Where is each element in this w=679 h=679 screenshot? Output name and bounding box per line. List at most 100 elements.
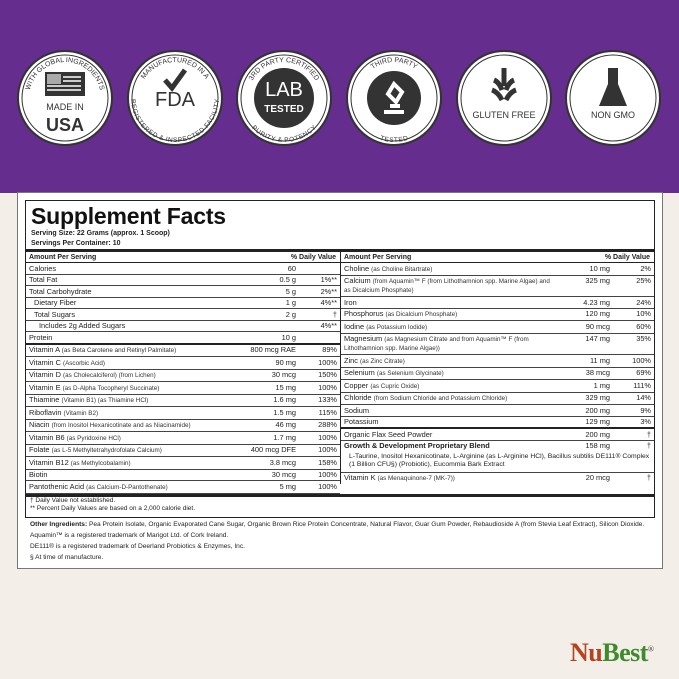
nutrient-daily-value: 24%	[636, 297, 651, 307]
nutrient-label: Protein	[29, 332, 53, 342]
nutrient-name: Includes 2g Added Sugars	[26, 322, 242, 330]
nutrient-daily-value: †	[646, 429, 651, 439]
nutrient-daily-value: 2%**	[320, 286, 337, 296]
nutrient-source: (as D-Alpha Tocopheryl Succinate)	[62, 384, 160, 392]
col-amount-header: Amount Per Serving	[344, 254, 412, 261]
nutrient-row: Growth & Development Proprietary Blend 15…	[341, 441, 654, 452]
nutrient-source: (Vitamin B2)	[63, 409, 99, 417]
nutrient-name: Total Sugars	[26, 310, 242, 319]
nutrient-name: Zinc (as Zinc Citrate)	[341, 356, 556, 366]
servings-per-container: Servings Per Container: 10	[31, 240, 121, 247]
badge-line1: FDA	[155, 89, 196, 111]
nutrient-label: Copper	[344, 380, 369, 390]
nutrient-label: Thiamine	[29, 395, 60, 404]
nutrient-name: Sodium	[341, 405, 556, 415]
nutrient-label: Dietary Fiber	[34, 298, 77, 307]
nutrient-source: (as Methylcobalamin)	[70, 459, 131, 467]
nutrient-row: Vitamin D (as Cholecalciferol) (from Lic…	[26, 370, 340, 382]
nutrient-row: Calcium (from Aquamin™ F (from Lithotham…	[341, 276, 654, 297]
col-dv-header: % Daily Value	[604, 254, 650, 261]
nutrient-label: Vitamin A	[29, 345, 60, 354]
left-column: Amount Per Serving % Daily Value Calories…	[26, 252, 340, 494]
nutrient-label: Vitamin B12	[29, 457, 69, 467]
lab-icon	[254, 68, 314, 128]
nutrient-label: Total Carbohydrate	[29, 286, 92, 296]
nutrient-amount: 147 mg	[585, 334, 610, 343]
nutrient-name: Iodine (as Potassium Iodide)	[341, 321, 556, 332]
checkmark-icon	[163, 68, 188, 93]
nutrient-amount: 30 mcg	[271, 470, 296, 479]
nutrient-amount: 1.6 mg	[273, 395, 296, 404]
nutrient-amount: 10 g	[281, 332, 296, 342]
nutrient-source: (as Magnesium Citrate and from Aquamin™ …	[344, 336, 529, 352]
facts-columns: Amount Per Serving % Daily Value Calories…	[26, 252, 654, 494]
nutrient-amount: 129 mg	[585, 417, 610, 426]
logo-reg: ®	[647, 644, 654, 654]
nutrient-name: Dietary Fiber	[26, 299, 242, 307]
nutrient-daily-value: 100%	[318, 432, 337, 442]
nutrient-amount: 0.5 g	[279, 275, 296, 284]
badge-line2: TESTED	[264, 104, 303, 115]
nutrient-label: Riboflavin	[29, 407, 62, 417]
nutrient-amount: 15 mg	[275, 382, 296, 392]
nutrient-name: Protein	[26, 332, 242, 342]
nutrient-label: Iron	[344, 297, 357, 307]
other-ingredients-text: Pea Protein Isolate, Organic Evaporated …	[87, 520, 645, 528]
nutrient-daily-value: 100%	[318, 481, 337, 491]
nutrient-label: Choline	[344, 263, 370, 273]
nutrient-name: Total Carbohydrate	[26, 286, 242, 296]
nutrient-amount: 30 mcg	[271, 370, 296, 379]
badge-line1: NON GMO	[591, 110, 635, 120]
facts-title: Supplement Facts	[31, 203, 226, 229]
nutrient-label: Iodine	[344, 321, 365, 331]
nutrient-source: (as Pyridoxine HCl)	[66, 434, 121, 442]
nutrient-row: Potassium 129 mg 3%	[341, 417, 654, 429]
nutrient-label: Calcium	[344, 276, 371, 285]
nubest-logo: NuBest®	[570, 638, 654, 668]
nutrient-row: Iodine (as Potassium Iodide) 90 mcg 60%	[341, 321, 654, 334]
nutrient-row: Biotin 30 mcg 100%	[26, 470, 340, 481]
nutrient-row: Vitamin K (as Menaquinone-7 (MK-7)) 20 mc…	[341, 473, 654, 485]
nutrient-daily-value: †	[646, 441, 651, 450]
badge-line1: LAB	[265, 79, 303, 101]
nutrient-row: Organic Flax Seed Powder 200 mg †	[341, 429, 654, 441]
nutrient-label: Biotin	[29, 470, 48, 479]
nutrient-label: Sodium	[344, 405, 370, 415]
wheat-icon	[491, 68, 517, 102]
nutrient-daily-value: 158%	[318, 457, 337, 467]
nutrient-daily-value: 10%	[636, 309, 651, 318]
nutrient-amount: 20 mcg	[585, 473, 610, 482]
nutrient-amount: 10 mg	[589, 263, 610, 273]
nutrient-daily-value: 69%	[636, 368, 651, 377]
col-dv-header: % Daily Value	[290, 254, 336, 261]
nutrient-name: Potassium	[341, 418, 556, 426]
nutrient-source: (as Beta Carotene and Retinyl Palmitate)	[61, 347, 177, 354]
nutrient-amount: 1.5 mg	[273, 407, 296, 417]
nutrient-row: Zinc (as Zinc Citrate) 11 mg 100%	[341, 355, 654, 368]
nutrient-daily-value: 1%**	[320, 275, 337, 284]
nutrient-name: Biotin	[26, 471, 242, 479]
flask-icon	[599, 68, 627, 106]
badge-5: NON GMO	[563, 49, 663, 147]
nutrient-row: Includes 2g Added Sugars 4%**	[26, 321, 340, 332]
badge-0: WITH GLOBAL INGREDIENTS MADE IN USA	[15, 49, 115, 147]
divider	[26, 249, 654, 252]
nutrient-name: Choline (as Choline Bitartrate)	[341, 263, 556, 274]
nutrient-name: Niacin (from Inositol Hexanicotinate and…	[26, 421, 242, 430]
nutrient-row: Vitamin E (as D-Alpha Tocopheryl Succina…	[26, 382, 340, 395]
badge-1: MANUFACTURED IN A REGISTERED & INSPECTED …	[125, 49, 225, 147]
other-ingredients: Other Ingredients: Pea Protein Isolate, …	[25, 520, 650, 529]
nutrient-amount: 4.23 mg	[583, 297, 610, 307]
nutrient-amount: 200 mg	[585, 429, 610, 439]
badge-3: THIRD PARTY TESTED	[344, 49, 444, 147]
nutrient-label: Selenium	[344, 368, 375, 377]
nutrient-name: Folate (as L-5 Methyltetrahydrofolate Ca…	[26, 446, 242, 455]
nutrient-source: (as Potassium Iodide)	[366, 323, 428, 331]
aquamin-note: Aquamin™ is a registered trademark of Ma…	[30, 531, 229, 539]
nutrient-amount: 200 mg	[585, 405, 610, 415]
nutrient-daily-value: 115%	[318, 407, 337, 417]
nutrient-amount: 800 mcg RAE	[250, 345, 296, 354]
nutrient-daily-value: 3%	[640, 417, 651, 426]
nutrient-amount: 38 mcg	[585, 368, 610, 377]
nutrient-name: Vitamin B12 (as Methylcobalamin)	[26, 457, 242, 468]
